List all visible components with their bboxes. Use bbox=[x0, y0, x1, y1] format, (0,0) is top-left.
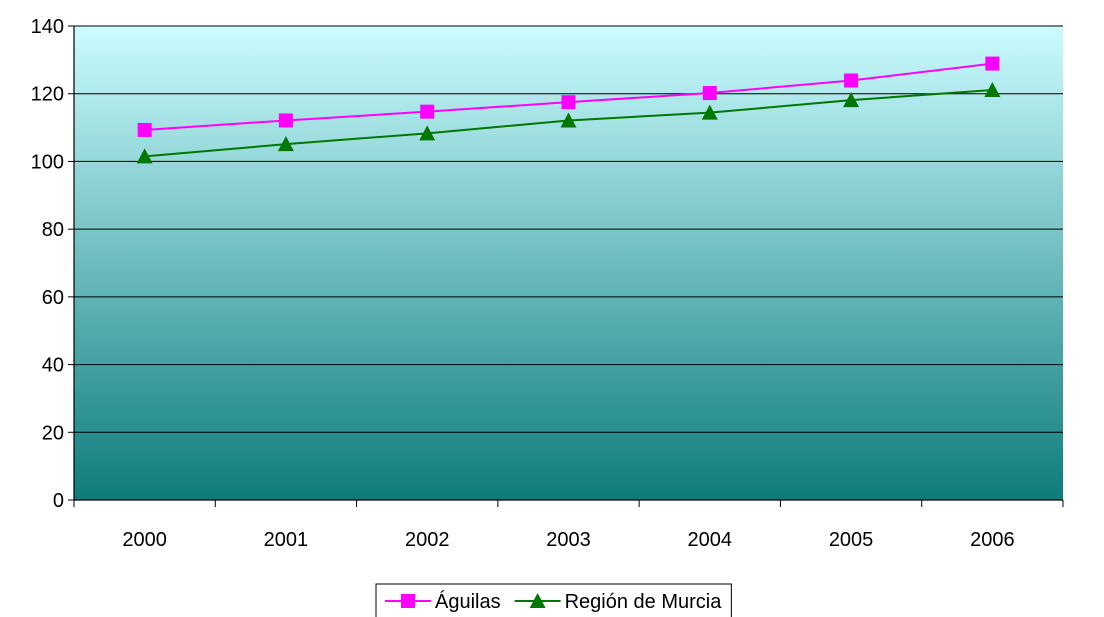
legend-item-2: Región de Murcia bbox=[514, 591, 723, 613]
data-point bbox=[560, 112, 577, 128]
y-tick-label: 20 bbox=[42, 422, 64, 444]
legend-label: Región de Murcia bbox=[565, 591, 723, 613]
series-2 bbox=[136, 81, 1001, 164]
legend: Águilas Región de Murcia bbox=[375, 583, 732, 617]
gridlines bbox=[74, 25, 1063, 433]
data-point bbox=[561, 95, 576, 110]
x-tick-label: 2000 bbox=[122, 529, 167, 551]
x-tick-label: 2003 bbox=[546, 529, 591, 551]
data-point bbox=[136, 148, 153, 164]
x-tick-label: 2005 bbox=[829, 529, 874, 551]
y-tick-label: 60 bbox=[42, 287, 64, 309]
legend-swatch-marker bbox=[529, 593, 546, 608]
series-1 bbox=[137, 56, 1000, 137]
series-group bbox=[136, 56, 1001, 164]
data-point bbox=[702, 86, 717, 101]
y-tick-label: 120 bbox=[31, 84, 64, 106]
legend-swatch-marker bbox=[401, 594, 415, 608]
axes bbox=[73, 26, 1063, 501]
data-point bbox=[701, 104, 718, 120]
x-axis-ticks: 2000 2001 2002 2003 2004 2005 2006 bbox=[73, 500, 1064, 551]
data-point bbox=[419, 125, 436, 141]
data-point bbox=[278, 113, 293, 128]
y-tick-label: 80 bbox=[42, 219, 64, 241]
y-tick-label: 0 bbox=[53, 490, 64, 512]
x-tick-label: 2001 bbox=[264, 529, 309, 551]
data-point bbox=[420, 104, 435, 119]
data-point bbox=[844, 73, 859, 88]
legend-label: Águilas bbox=[435, 590, 501, 613]
data-point bbox=[985, 56, 1000, 71]
data-point bbox=[984, 81, 1001, 97]
x-tick-label: 2004 bbox=[688, 529, 733, 551]
legend-item-1: Águilas bbox=[385, 590, 501, 613]
x-tick-label: 2002 bbox=[405, 529, 450, 551]
data-point bbox=[137, 122, 152, 137]
data-point bbox=[843, 92, 860, 108]
x-tick-label: 2006 bbox=[970, 529, 1015, 551]
y-tick-label: 40 bbox=[42, 355, 64, 377]
y-tick-label: 100 bbox=[31, 151, 64, 173]
y-axis-ticks: 0 20 40 60 80 100 120 140 bbox=[31, 16, 74, 512]
data-point bbox=[277, 136, 294, 152]
y-tick-label: 140 bbox=[31, 16, 64, 38]
